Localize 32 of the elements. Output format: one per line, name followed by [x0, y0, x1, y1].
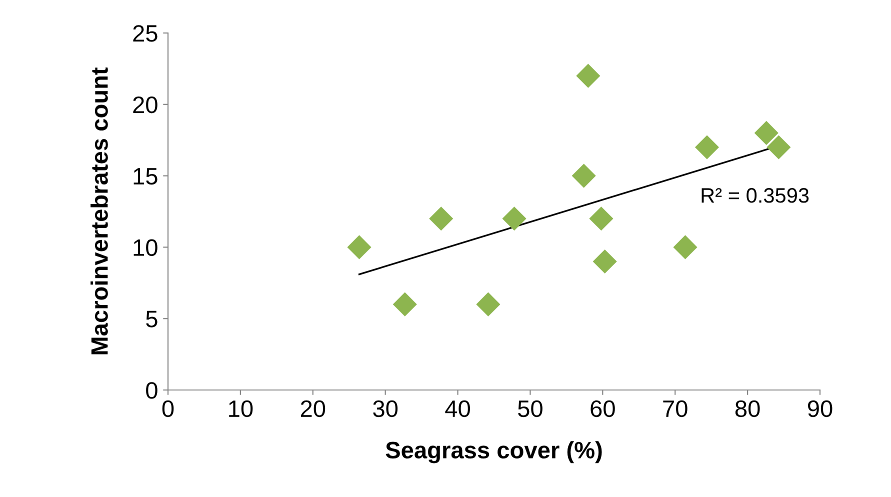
x-tick-label: 60 — [590, 400, 615, 418]
point — [766, 135, 791, 160]
point — [576, 64, 600, 88]
y-tick-label: 5 — [146, 310, 158, 328]
x-tick-label: 70 — [663, 400, 688, 418]
y-tick-label: 10 — [134, 239, 158, 256]
point — [592, 249, 617, 274]
point — [572, 164, 596, 188]
x-tick-label: 30 — [373, 400, 398, 418]
y-tick-label: 0 — [146, 382, 158, 399]
point — [476, 292, 500, 316]
y-axis-title: Macroinvertebrates count — [90, 67, 108, 354]
point — [502, 206, 526, 231]
point — [429, 206, 454, 231]
point — [589, 206, 614, 231]
point — [392, 292, 417, 316]
x-tick-label: 20 — [300, 400, 326, 418]
annotation: R² = 0.3593 — [702, 188, 809, 203]
x-tick-label: 10 — [229, 400, 253, 418]
point — [754, 120, 778, 145]
x-tick-label: 40 — [445, 400, 470, 418]
y-tick-label: 20 — [133, 96, 158, 114]
x-tick-label: 80 — [735, 400, 760, 418]
point — [673, 235, 698, 260]
x-axis-title: Seagrass cover (%) — [386, 441, 602, 464]
y-tick-label: 15 — [134, 168, 158, 185]
point — [347, 235, 372, 260]
y-tick-label: 25 — [133, 25, 158, 42]
x-tick-label: 50 — [518, 400, 542, 418]
x-tick-label: 0 — [162, 400, 174, 418]
x-tick-label: 90 — [808, 400, 832, 418]
point — [694, 135, 720, 160]
